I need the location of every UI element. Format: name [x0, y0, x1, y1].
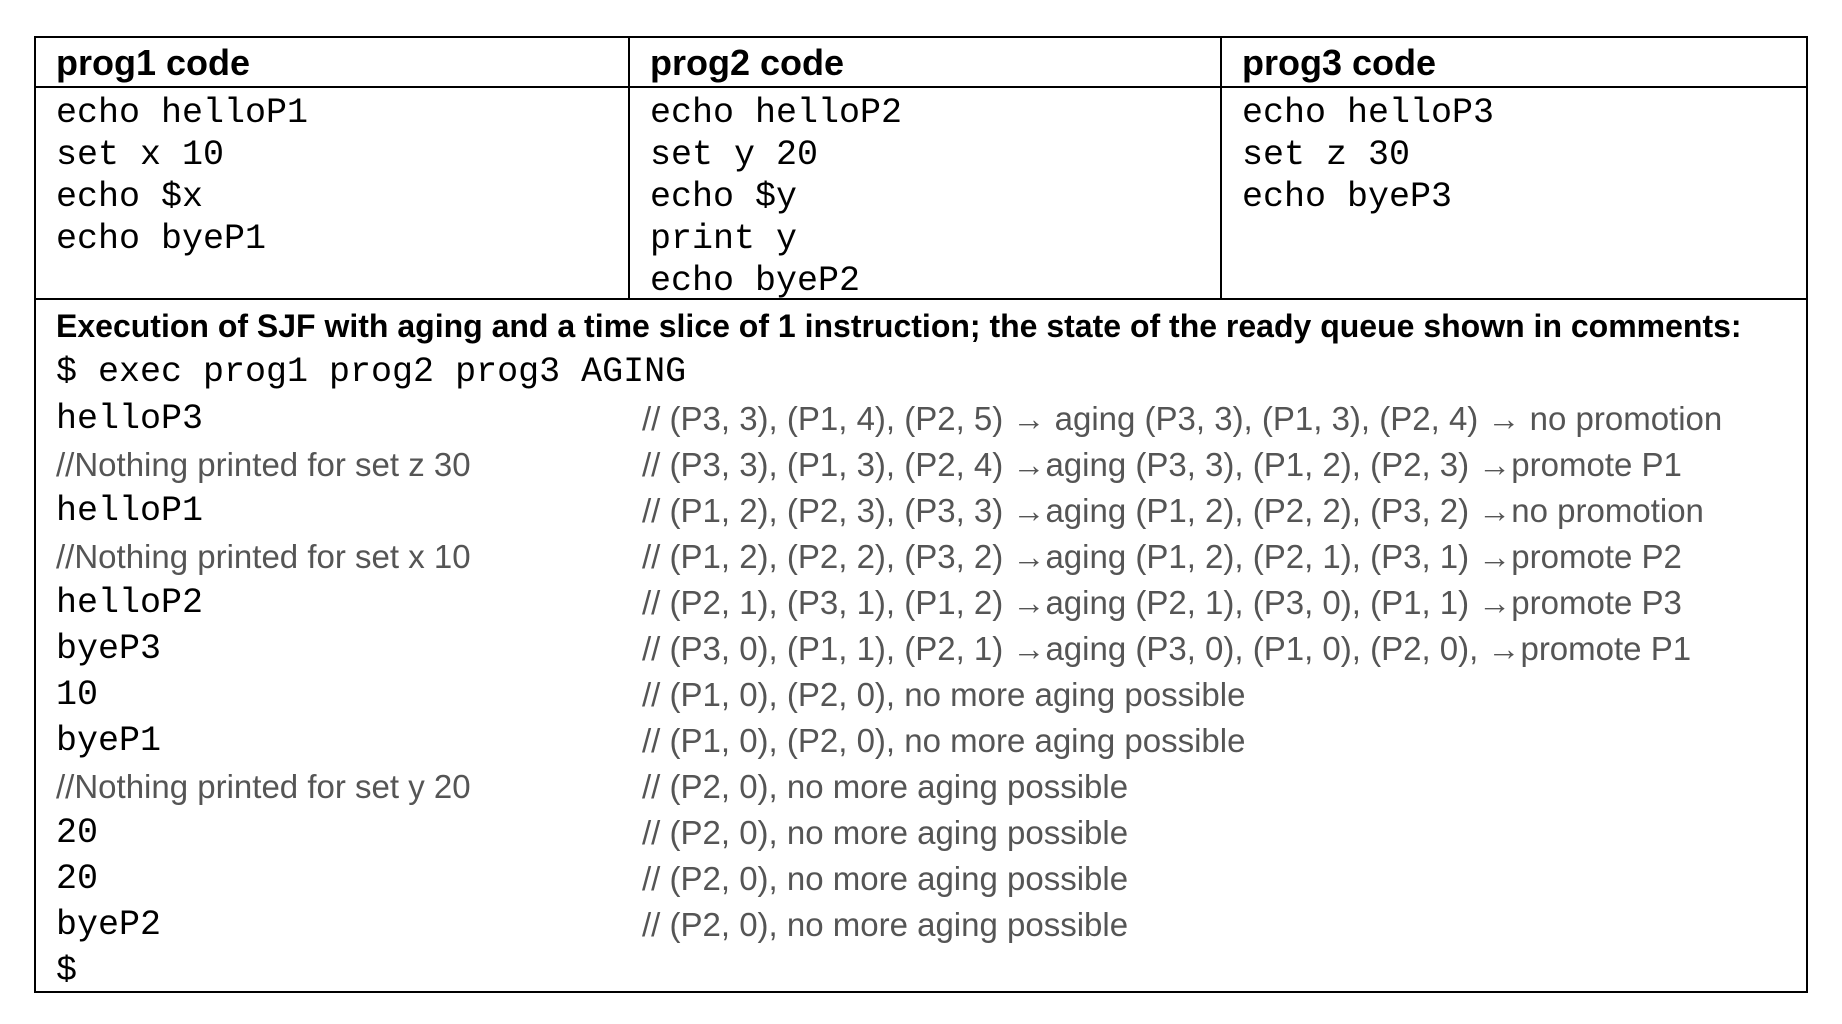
execution-heading: Execution of SJF with aging and a time s… [56, 308, 1742, 344]
code-line: echo $y [650, 177, 798, 217]
output-text: helloP3 [56, 399, 204, 439]
trace-row: helloP1 // (P1, 2), (P2, 3), (P3, 3) →ag… [36, 488, 1806, 534]
prog2-header: prog2 code [630, 38, 1220, 88]
code-line: echo helloP1 [56, 93, 309, 133]
trace-row: byeP2 // (P2, 0), no more aging possible [36, 902, 1806, 948]
queue-comment: // (P2, 0), no more aging possible [642, 814, 1129, 851]
code-line: echo $x [56, 177, 204, 217]
prog3-column: prog3 code echo helloP3 set z 30 echo by… [1220, 38, 1806, 298]
queue-comment: // (P2, 0), no more aging possible [642, 860, 1129, 897]
output-text: 10 [56, 675, 99, 715]
output-text: byeP2 [56, 905, 162, 945]
queue-comment: // (P3, 0), (P1, 1), (P2, 1) →aging (P3,… [642, 630, 1692, 667]
trace-row: //Nothing printed for set z 30 // (P3, 3… [36, 442, 1806, 488]
trace-row: helloP2 // (P2, 1), (P3, 1), (P1, 2) →ag… [36, 580, 1806, 626]
queue-comment: // (P2, 0), no more aging possible [642, 906, 1129, 943]
prog2-code: echo helloP2 set y 20 echo $y print y ec… [630, 88, 1220, 302]
prog2-column: prog2 code echo helloP2 set y 20 echo $y… [628, 38, 1220, 301]
code-line: set y 20 [650, 135, 819, 175]
code-line: echo byeP2 [650, 261, 861, 301]
exec-command: $ exec prog1 prog2 prog3 AGING [56, 352, 687, 392]
program-code-grid: prog1 code echo helloP1 set x 10 echo $x… [36, 38, 1806, 301]
trace-row: $ [36, 948, 1806, 994]
trace-row: 10 // (P1, 0), (P2, 0), no more aging po… [36, 672, 1806, 718]
prog3-code: echo helloP3 set z 30 echo byeP3 [1222, 88, 1806, 218]
output-text: $ [56, 951, 78, 991]
trace-row: byeP3 // (P3, 0), (P1, 1), (P2, 1) →agin… [36, 626, 1806, 672]
code-line: echo byeP1 [56, 219, 267, 259]
trace-row: //Nothing printed for set x 10 // (P1, 2… [36, 534, 1806, 580]
output-note: //Nothing printed for set z 30 [56, 446, 471, 483]
queue-comment: // (P1, 2), (P2, 2), (P3, 2) →aging (P1,… [642, 538, 1682, 575]
output-note: //Nothing printed for set x 10 [56, 538, 471, 575]
code-line: echo byeP3 [1242, 177, 1453, 217]
program-table: prog1 code echo helloP1 set x 10 echo $x… [34, 36, 1808, 993]
prog1-column: prog1 code echo helloP1 set x 10 echo $x… [36, 38, 628, 298]
trace-row: helloP3 // (P3, 3), (P1, 4), (P2, 5) → a… [36, 396, 1806, 442]
queue-comment: // (P1, 0), (P2, 0), no more aging possi… [642, 676, 1246, 713]
code-line: set x 10 [56, 135, 225, 175]
trace-row: byeP1 // (P1, 0), (P2, 0), no more aging… [36, 718, 1806, 764]
code-line: set z 30 [1242, 135, 1411, 175]
output-text: helloP2 [56, 583, 204, 623]
output-text: 20 [56, 859, 99, 899]
trace-row: 20 // (P2, 0), no more aging possible [36, 856, 1806, 902]
code-line: echo helloP3 [1242, 93, 1495, 133]
queue-comment: // (P3, 3), (P1, 4), (P2, 5) → aging (P3… [642, 400, 1723, 437]
code-line: print y [650, 219, 798, 259]
queue-comment: // (P3, 3), (P1, 3), (P2, 4) →aging (P3,… [642, 446, 1682, 483]
queue-comment: // (P2, 0), no more aging possible [642, 768, 1129, 805]
output-note: //Nothing printed for set y 20 [56, 768, 471, 805]
output-text: 20 [56, 813, 99, 853]
queue-comment: // (P2, 1), (P3, 1), (P1, 2) →aging (P2,… [642, 584, 1682, 621]
trace-row: 20 // (P2, 0), no more aging possible [36, 810, 1806, 856]
prog3-header: prog3 code [1222, 38, 1806, 88]
trace-row: //Nothing printed for set y 20 // (P2, 0… [36, 764, 1806, 810]
output-text: helloP1 [56, 491, 204, 531]
output-text: byeP1 [56, 721, 162, 761]
prog1-code: echo helloP1 set x 10 echo $x echo byeP1 [36, 88, 628, 260]
code-line: echo helloP2 [650, 93, 903, 133]
queue-comment: // (P1, 0), (P2, 0), no more aging possi… [642, 722, 1246, 759]
output-text: byeP3 [56, 629, 162, 669]
prog1-header: prog1 code [36, 38, 628, 88]
queue-comment: // (P1, 2), (P2, 3), (P3, 3) →aging (P1,… [642, 492, 1704, 529]
